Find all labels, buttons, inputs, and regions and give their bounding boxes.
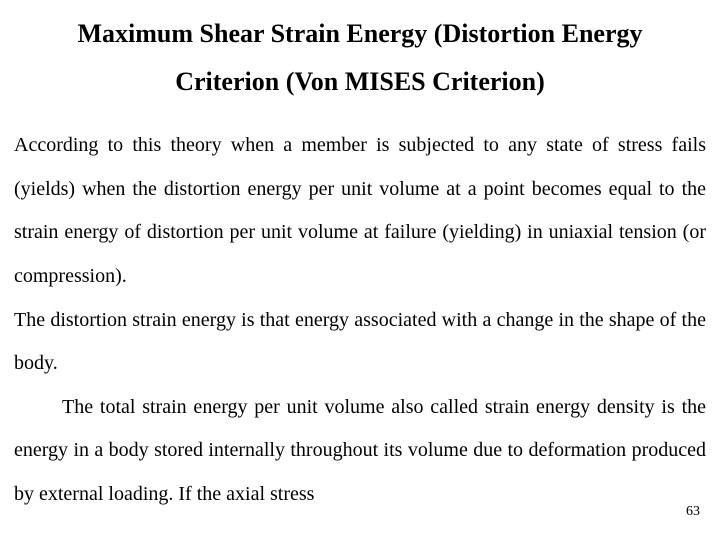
paragraph-2: The distortion strain energy is that ene… — [14, 299, 706, 386]
page-number: 63 — [686, 504, 700, 520]
page-title: Maximum Shear Strain Energy (Distortion … — [14, 10, 706, 106]
title-line-2: Criterion (Von MISES Criterion) — [14, 58, 706, 106]
title-line-1: Maximum Shear Strain Energy (Distortion … — [14, 10, 706, 58]
paragraph-1: According to this theory when a member i… — [14, 124, 706, 298]
document-page: Maximum Shear Strain Energy (Distortion … — [0, 0, 720, 540]
body-text: According to this theory when a member i… — [14, 124, 706, 516]
paragraph-3: The total strain energy per unit volume … — [14, 386, 706, 517]
